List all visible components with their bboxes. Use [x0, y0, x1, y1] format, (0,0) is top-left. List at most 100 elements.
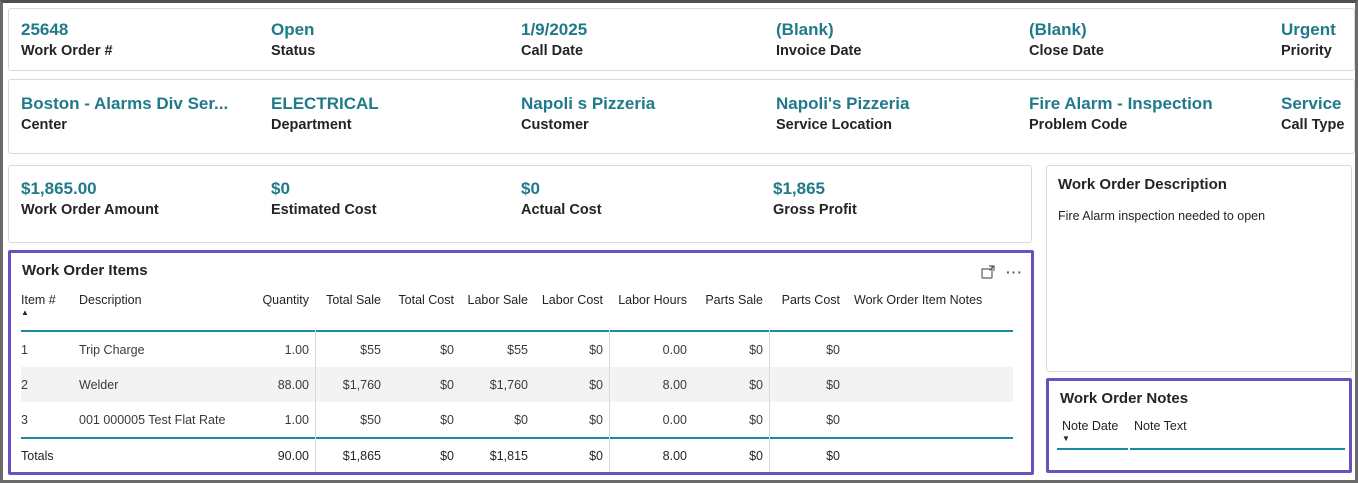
- kpi-card-row-top: 25648 Work Order # Open Status 1/9/2025 …: [8, 8, 1355, 71]
- cell-labor-hours: 0.00: [662, 342, 687, 357]
- cell-total-sale: $55: [360, 342, 381, 357]
- column-header-note-text[interactable]: Note Text: [1134, 419, 1187, 433]
- column-header-labor-sale[interactable]: Labor Sale: [467, 293, 528, 307]
- column-header-note-date[interactable]: Note Date ▼: [1062, 419, 1134, 443]
- kpi-value: (Blank): [1029, 20, 1087, 39]
- kpi-value: (Blank): [776, 20, 834, 39]
- column-header-labor-hours[interactable]: Labor Hours: [618, 293, 687, 307]
- cell-labor-hours: 0.00: [662, 412, 687, 427]
- kpi-label: Work Order #: [21, 42, 113, 59]
- kpi-department: ELECTRICAL Department: [271, 94, 379, 133]
- table-row[interactable]: 1 Trip Charge 1.00 $55 $0 $55 $0 0.00 $0…: [21, 332, 1013, 367]
- table-row[interactable]: 3 001 000005 Test Flat Rate 1.00 $50 $0 …: [21, 402, 1013, 437]
- kpi-label: Department: [271, 116, 352, 133]
- kpi-label: Invoice Date: [776, 42, 862, 59]
- kpi-center: Boston - Alarms Div Ser... Center: [21, 94, 228, 133]
- kpi-value: ELECTRICAL: [271, 94, 379, 113]
- column-header-work-order-item-notes[interactable]: Work Order Item Notes: [854, 293, 983, 307]
- totals-total-sale: $1,865: [342, 448, 381, 463]
- cell-quantity: 88.00: [277, 377, 309, 392]
- kpi-label: Gross Profit: [773, 201, 857, 218]
- cell-item-number: 2: [21, 377, 28, 392]
- kpi-label: Priority: [1281, 42, 1332, 59]
- kpi-label: Status: [271, 42, 316, 59]
- kpi-card-row-financial: $1,865.00 Work Order Amount $0 Estimated…: [8, 165, 1032, 243]
- kpi-work-order-amount: $1,865.00 Work Order Amount: [21, 179, 159, 218]
- cell-item-number: 1: [21, 342, 28, 357]
- kpi-status: Open Status: [271, 20, 315, 59]
- totals-total-cost: $0: [440, 448, 454, 463]
- kpi-label: Call Date: [521, 42, 584, 59]
- cell-item-number: 3: [21, 412, 28, 427]
- cell-parts-sale: $0: [749, 377, 763, 392]
- notes-panel-title: Work Order Notes: [1060, 390, 1189, 407]
- kpi-value: $0: [521, 179, 540, 198]
- kpi-value: Urgent: [1281, 20, 1336, 39]
- totals-labor-cost: $0: [589, 448, 603, 463]
- totals-parts-sale: $0: [749, 448, 763, 463]
- cell-total-sale: $1,760: [342, 377, 381, 392]
- totals-divider-line: [21, 437, 1013, 439]
- column-header-total-cost[interactable]: Total Cost: [398, 293, 454, 307]
- kpi-label: Actual Cost: [521, 201, 602, 218]
- focus-mode-icon[interactable]: [980, 264, 996, 280]
- kpi-value: Boston - Alarms Div Ser...: [21, 94, 229, 113]
- kpi-call-date: 1/9/2025 Call Date: [521, 20, 587, 59]
- column-header-item-number[interactable]: Item # ▲: [21, 293, 79, 317]
- column-separator: [769, 330, 770, 472]
- kpi-value: $1,865: [773, 179, 825, 198]
- kpi-value: 1/9/2025: [521, 20, 588, 39]
- cell-parts-cost: $0: [826, 412, 840, 427]
- column-separator: [315, 330, 316, 472]
- kpi-priority: Urgent Priority: [1281, 20, 1336, 59]
- cell-labor-hours: 8.00: [662, 377, 687, 392]
- column-header-total-sale[interactable]: Total Sale: [326, 293, 381, 307]
- description-card-title: Work Order Description: [1058, 176, 1227, 193]
- kpi-value: $0: [271, 179, 290, 198]
- column-header-quantity[interactable]: Quantity: [262, 293, 309, 307]
- cell-description: Welder: [79, 377, 119, 392]
- cell-total-cost: $0: [440, 377, 454, 392]
- totals-labor-sale: $1,815: [489, 448, 528, 463]
- description-card-text: Fire Alarm inspection needed to open: [1058, 209, 1266, 223]
- kpi-actual-cost: $0 Actual Cost: [521, 179, 602, 218]
- notes-header-divider: [1130, 448, 1345, 450]
- work-order-items-panel: Work Order Items ··· Item # ▲ Descriptio…: [8, 250, 1034, 475]
- kpi-label: Call Type: [1281, 116, 1345, 133]
- kpi-close-date: (Blank) Close Date: [1029, 20, 1104, 59]
- cell-total-sale: $50: [360, 412, 381, 427]
- cell-labor-cost: $0: [589, 377, 603, 392]
- kpi-value: Service: [1281, 94, 1342, 113]
- totals-row: Totals 90.00 $1,865 $0 $1,815 $0 8.00 $0…: [21, 439, 1013, 472]
- cell-description: 001 000005 Test Flat Rate: [79, 412, 226, 427]
- kpi-label: Estimated Cost: [271, 201, 377, 218]
- more-options-icon[interactable]: ···: [1006, 264, 1023, 280]
- kpi-value: Fire Alarm - Inspection: [1029, 94, 1213, 113]
- totals-parts-cost: $0: [826, 448, 840, 463]
- column-header-parts-sale[interactable]: Parts Sale: [705, 293, 763, 307]
- items-table-body: 1 Trip Charge 1.00 $55 $0 $55 $0 0.00 $0…: [21, 332, 1013, 437]
- column-header-description[interactable]: Description: [79, 293, 142, 307]
- cell-description: Trip Charge: [79, 342, 145, 357]
- column-separator: [609, 330, 610, 472]
- kpi-service-location: Napoli's Pizzeria Service Location: [776, 94, 909, 133]
- sort-descending-icon: ▼: [1062, 434, 1070, 443]
- cell-labor-cost: $0: [589, 342, 603, 357]
- kpi-estimated-cost: $0 Estimated Cost: [271, 179, 377, 218]
- cell-labor-cost: $0: [589, 412, 603, 427]
- column-header-labor-cost[interactable]: Labor Cost: [541, 293, 603, 307]
- items-panel-title: Work Order Items: [22, 262, 148, 279]
- kpi-label: Service Location: [776, 116, 893, 133]
- kpi-value: 25648: [21, 20, 69, 39]
- kpi-value: Napoli's Pizzeria: [776, 94, 910, 113]
- sort-ascending-icon: ▲: [21, 308, 29, 317]
- kpi-value: Napoli s Pizzeria: [521, 94, 656, 113]
- column-header-parts-cost[interactable]: Parts Cost: [781, 293, 840, 307]
- cell-parts-cost: $0: [826, 377, 840, 392]
- visual-header-icons: ···: [980, 264, 1023, 280]
- kpi-customer: Napoli s Pizzeria Customer: [521, 94, 655, 133]
- cell-total-cost: $0: [440, 412, 454, 427]
- kpi-label: Problem Code: [1029, 116, 1128, 133]
- table-row[interactable]: 2 Welder 88.00 $1,760 $0 $1,760 $0 8.00 …: [21, 367, 1013, 402]
- kpi-call-type: Service Call Type: [1281, 94, 1344, 133]
